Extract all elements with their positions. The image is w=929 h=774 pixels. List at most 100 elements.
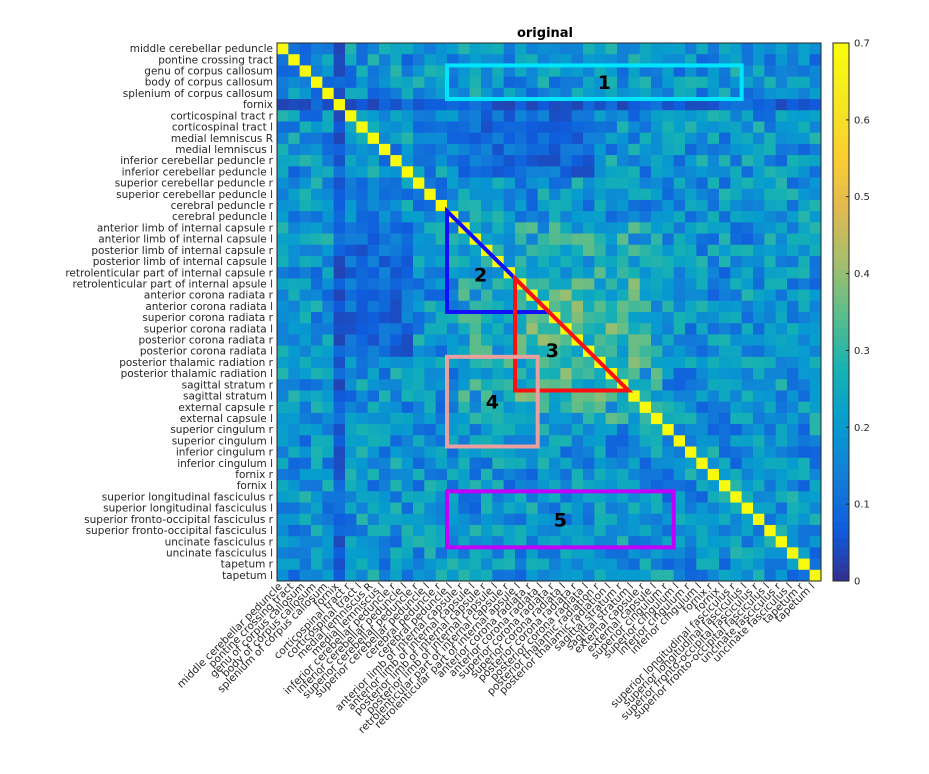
heatmap-cell	[299, 244, 312, 257]
heatmap-cell	[322, 300, 335, 313]
heatmap-cell	[413, 99, 425, 111]
heatmap-cell	[299, 211, 312, 223]
colorbar-segment	[833, 253, 849, 263]
heatmap-cell	[594, 401, 607, 414]
heatmap-cell	[322, 222, 335, 234]
heatmap-cell	[503, 312, 516, 324]
heatmap-cell	[435, 412, 448, 425]
heatmap-cell	[356, 244, 369, 257]
heatmap-cell	[435, 356, 448, 369]
heatmap-cell	[798, 65, 811, 78]
heatmap-cell	[628, 334, 641, 347]
heatmap-cell	[367, 446, 380, 459]
heatmap-cell	[787, 233, 799, 246]
heatmap-cell	[515, 536, 527, 548]
colorbar-segment	[833, 438, 849, 447]
heatmap-cell	[549, 569, 561, 582]
heatmap-cell	[617, 255, 629, 268]
heatmap-cell	[707, 54, 720, 66]
heatmap-cell	[379, 513, 391, 526]
heatmap-cell	[651, 379, 663, 391]
heatmap-cell	[787, 255, 799, 268]
y-tick-label: pontine crossing tract	[158, 54, 273, 66]
heatmap-cell	[435, 278, 448, 290]
heatmap-cell	[787, 289, 799, 302]
heatmap-cell	[413, 379, 425, 391]
heatmap-cell	[515, 155, 527, 167]
colorbar-tick-label: 0.4	[854, 269, 870, 280]
heatmap-cell	[367, 569, 380, 582]
heatmap-cell	[458, 87, 471, 100]
heatmap-cell	[413, 524, 425, 537]
heatmap-cell	[753, 401, 765, 414]
heatmap-cell	[413, 143, 425, 156]
heatmap-cell	[345, 569, 357, 582]
heatmap-cell	[458, 54, 471, 66]
heatmap-cell	[651, 143, 663, 156]
heatmap-cell	[730, 491, 743, 503]
heatmap-cell	[288, 143, 301, 156]
heatmap-cell	[288, 435, 301, 447]
heatmap-cell	[458, 334, 471, 347]
heatmap-cell	[299, 121, 312, 134]
heatmap-cell	[288, 233, 301, 246]
heatmap-cell	[741, 468, 754, 481]
heatmap-cell	[481, 177, 493, 190]
heatmap-cell	[639, 502, 652, 515]
heatmap-cell	[719, 76, 731, 89]
heatmap-cell	[628, 524, 641, 537]
heatmap-cell	[503, 547, 516, 559]
heatmap-cell	[390, 435, 403, 447]
y-tick-label: retrolenticular part of internal apsule …	[73, 278, 273, 290]
heatmap-cell	[730, 480, 743, 492]
heatmap-cell	[288, 267, 301, 279]
heatmap-cell	[696, 356, 709, 369]
heatmap-cell	[617, 244, 629, 257]
heatmap-cell	[413, 569, 425, 582]
heatmap-cell	[526, 65, 539, 78]
heatmap-cell	[707, 334, 720, 347]
heatmap-cell	[311, 244, 323, 257]
heatmap-cell	[333, 143, 346, 156]
heatmap-cell	[424, 446, 437, 459]
heatmap-cell	[435, 233, 448, 246]
heatmap-cell	[673, 312, 686, 324]
heatmap-cell	[707, 390, 720, 403]
heatmap-cell	[617, 188, 629, 201]
heatmap-cell	[333, 558, 346, 571]
colorbar-frame	[832, 42, 850, 582]
heatmap-cell	[639, 468, 652, 481]
heatmap-cell	[719, 244, 731, 257]
heatmap-cell	[401, 379, 414, 391]
heatmap-cell	[753, 199, 765, 212]
heatmap-cell	[299, 446, 312, 459]
heatmap-cell	[288, 334, 301, 347]
heatmap-cell	[537, 110, 550, 122]
heatmap-cell	[481, 278, 493, 290]
heatmap-cell	[662, 233, 675, 246]
heatmap-cell	[617, 199, 629, 212]
heatmap-cell	[549, 524, 561, 537]
colorbar-segment	[833, 396, 849, 405]
heatmap-cell	[639, 558, 652, 571]
colorbar-segment	[833, 446, 849, 456]
heatmap-cell	[651, 412, 663, 425]
heatmap-cell	[288, 211, 301, 223]
heatmap-cell	[356, 65, 369, 78]
heatmap-cell	[628, 255, 641, 268]
colorbar-segment	[833, 572, 849, 582]
heatmap-cell	[809, 244, 822, 257]
heatmap-cell	[594, 289, 607, 302]
heatmap-cell	[333, 547, 346, 559]
heatmap-cell	[526, 401, 539, 414]
heatmap-cell	[809, 278, 822, 290]
heatmap-cell	[719, 166, 731, 178]
heatmap-cell	[628, 502, 641, 515]
heatmap-cell	[605, 446, 618, 459]
heatmap-cell	[651, 177, 663, 190]
heatmap-cell	[492, 65, 505, 78]
heatmap-cell	[333, 177, 346, 190]
heatmap-cell	[764, 401, 777, 414]
heatmap-cell	[764, 312, 777, 324]
heatmap-cell	[639, 166, 652, 178]
